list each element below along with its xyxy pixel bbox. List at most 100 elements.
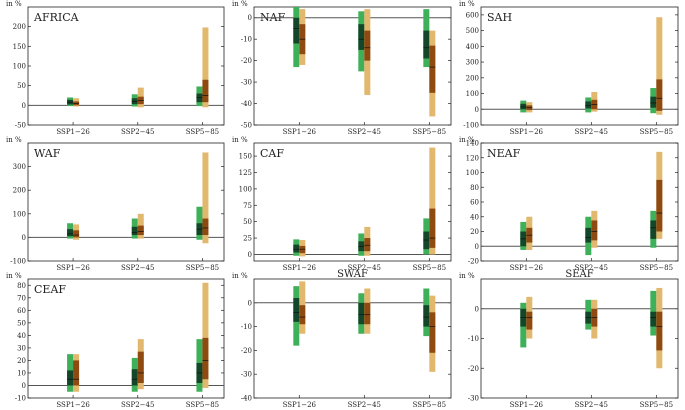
y-tick-label: 60 [17, 307, 26, 315]
iqr-bar-green [67, 370, 74, 386]
y-tick-label: -40 [241, 100, 252, 108]
x-tick-label: SSP5−85 [186, 128, 219, 136]
y-tick-label: 0 [475, 106, 479, 114]
range-bar-brown [202, 152, 209, 244]
panel-title: SEAF [565, 269, 593, 280]
x-tick-label: SSP1−26 [510, 264, 544, 272]
unit-label: in % [459, 136, 475, 144]
plot-frame [480, 142, 679, 262]
y-tick-label: 0 [475, 305, 479, 313]
y-tick-label: -10 [241, 323, 252, 331]
y-tick-label: 0 [22, 234, 26, 242]
panel-neaf: in % NEAF -20 0 20 40 60 80 100 120 140 SSP1−26 SSP2… [459, 136, 679, 272]
y-tick-label: 80 [17, 282, 26, 290]
iqr-bar-brown [137, 351, 144, 383]
panel-title: CAF [260, 147, 284, 160]
iqr-bar-brown [364, 30, 371, 61]
y-tick-label: -100 [463, 122, 479, 130]
y-tick-label: 100 [466, 90, 479, 98]
y-tick-label: -10 [241, 36, 252, 44]
iqr-bar-green [131, 369, 138, 386]
y-tick-label: 0 [22, 382, 26, 390]
y-tick-label: 200 [466, 74, 479, 82]
x-tick-label: SSP2−45 [575, 128, 608, 136]
x-tick-label: SSP5−85 [186, 401, 219, 409]
iqr-bar-green [358, 24, 365, 50]
plot-frame [253, 278, 452, 399]
unit-label: in % [232, 272, 248, 280]
y-tick-label: 150 [239, 153, 252, 161]
range-bar-brown [202, 282, 209, 388]
y-tick-label: 30 [17, 344, 26, 352]
iqr-bar-brown [526, 311, 533, 330]
x-tick-label: SSP5−85 [640, 401, 673, 409]
y-tick-label: 100 [239, 185, 252, 193]
panel-title: WAF [34, 147, 61, 160]
y-tick-label: 50 [17, 82, 26, 90]
iqr-bar-green [293, 298, 300, 322]
range-bar-brown [429, 147, 436, 255]
y-tick-label: -20 [241, 57, 252, 65]
y-tick-label: -20 [468, 258, 479, 266]
iqr-bar-brown [364, 302, 371, 325]
y-tick-label: -10 [468, 335, 479, 343]
x-tick-label: SSP1−26 [56, 401, 90, 409]
panel-caf: in % CAF 0 25 50 75 100 125 150 SSP1−26 SSP2−45 SSP… [232, 136, 452, 272]
iqr-bar-green [650, 96, 657, 108]
y-tick-label: 300 [13, 163, 26, 171]
iqr-bar-brown [299, 305, 306, 325]
y-tick-label: 60 [470, 199, 479, 207]
x-tick-label: SSP2−45 [348, 128, 381, 136]
y-tick-label: 75 [243, 202, 252, 210]
y-tick-label: 50 [243, 218, 252, 226]
panel-title: SAH [487, 11, 512, 24]
iqr-bar-green [293, 244, 300, 253]
panel-swaf: in % SWAF -40 -30 -20 -10 0 SSP1−26 SSP2−45 SSP5−… [232, 269, 452, 409]
iqr-bar-green [585, 227, 592, 243]
y-tick-label: 20 [470, 228, 479, 236]
x-tick-label: SSP5−85 [413, 401, 446, 409]
panel-title: NEAF [487, 147, 521, 160]
iqr-bar-brown [137, 225, 144, 236]
y-tick-label: 20 [17, 357, 26, 365]
iqr-bar-green [585, 101, 592, 109]
iqr-bar-brown [202, 79, 209, 103]
y-tick-label: 70 [17, 294, 26, 302]
y-tick-label: 25 [243, 235, 252, 243]
unit-label: in % [232, 0, 248, 8]
iqr-bar-brown [364, 238, 371, 252]
panel-sah: in % SAH -100 0 100 200 300 400 500 600 SSP1−26 SSP… [459, 0, 679, 136]
iqr-bar-brown [656, 79, 663, 111]
y-tick-label: 300 [466, 59, 479, 67]
x-tick-label: SSP2−45 [348, 264, 381, 272]
y-tick-label: 0 [248, 299, 252, 307]
x-tick-label: SSP1−26 [510, 401, 544, 409]
unit-label: in % [6, 272, 22, 280]
panel-africa: in % AFRICA -50 0 50 100 150 200 SSP1−26 SSP2−45 S… [6, 0, 225, 136]
unit-label: in % [459, 0, 475, 8]
iqr-bar-brown [73, 360, 80, 386]
unit-label: in % [232, 136, 248, 144]
iqr-bar-brown [429, 45, 436, 93]
y-tick-label: -50 [241, 122, 252, 130]
panel-waf: in % WAF -100 0 100 200 300 SSP1−26 SSP2−45 SSP5−… [6, 136, 225, 272]
panel-ceaf: in % CEAF -10 0 10 20 30 40 50 60 70 80 SSP1−26 SSP2−… [6, 272, 225, 409]
plot-frame [27, 6, 225, 126]
x-tick-label: SSP5−85 [186, 264, 219, 272]
panel-title: AFRICA [33, 11, 80, 24]
y-tick-label: 200 [13, 23, 26, 31]
y-tick-label: 0 [248, 251, 252, 259]
iqr-bar-brown [656, 179, 663, 232]
y-tick-label: 200 [13, 187, 26, 195]
iqr-bar-green [423, 305, 430, 327]
iqr-bar-brown [202, 337, 209, 380]
y-tick-label: 80 [470, 184, 479, 192]
iqr-bar-green [67, 229, 74, 237]
y-tick-label: 600 [466, 11, 479, 19]
iqr-bar-green [293, 17, 300, 44]
y-tick-label: 10 [17, 369, 26, 377]
range-bar-brown [202, 27, 209, 108]
x-tick-label: SSP1−26 [283, 128, 317, 136]
